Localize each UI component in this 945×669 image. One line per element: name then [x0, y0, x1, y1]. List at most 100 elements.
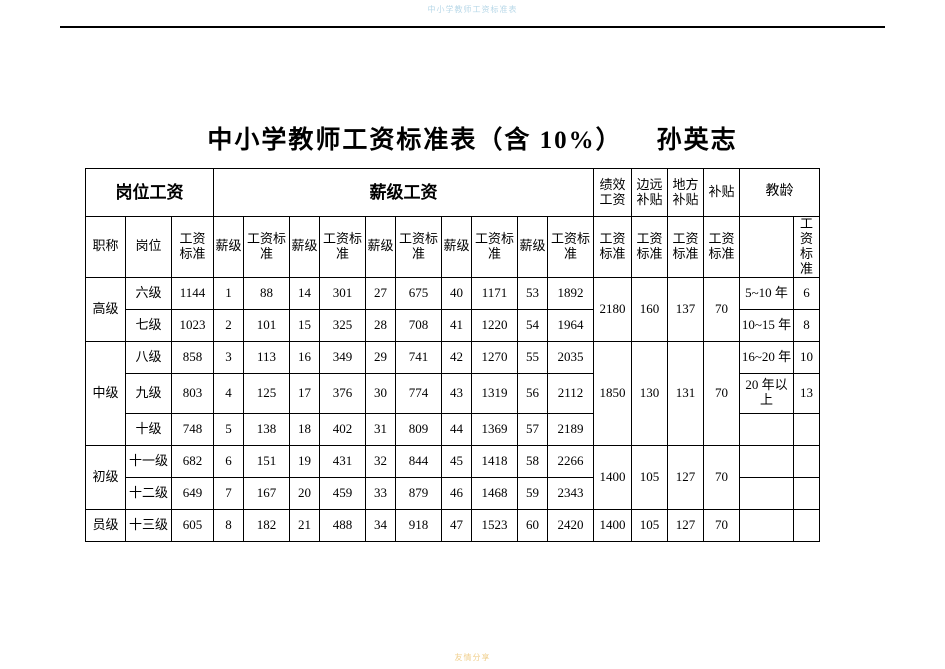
cell: 1468	[472, 477, 518, 509]
table-row: 初级 十一级 682 6 151 19 431 32 844 45 1418 5…	[86, 445, 820, 477]
cell: 55	[518, 341, 548, 373]
cell: 1418	[472, 445, 518, 477]
cell: 125	[244, 373, 290, 413]
cell: 18	[290, 413, 320, 445]
cell: 6	[214, 445, 244, 477]
cell: 2189	[548, 413, 594, 445]
cell: 3	[214, 341, 244, 373]
cell: 113	[244, 341, 290, 373]
cell: 1369	[472, 413, 518, 445]
cell: 31	[366, 413, 396, 445]
cell: 138	[244, 413, 290, 445]
col-gzbz-x2: 工资标准	[320, 217, 366, 278]
difang-gaoji: 137	[668, 277, 704, 341]
salary-table: 岗位工资 薪级工资 绩效 工资 边远 补贴 地方 补贴 补贴 教龄 职称 岗位 …	[85, 168, 820, 542]
cell: 1964	[548, 309, 594, 341]
cell: 29	[366, 341, 396, 373]
jiaoling-label-4: 20 年以 上	[740, 373, 794, 413]
footer-note-faint: 友情分享	[455, 652, 491, 663]
cell: 2343	[548, 477, 594, 509]
jiaoling-empty	[794, 477, 820, 509]
cell: 41	[442, 309, 472, 341]
cell: 774	[396, 373, 442, 413]
cell: 16	[290, 341, 320, 373]
cell: 1892	[548, 277, 594, 309]
cell: 918	[396, 509, 442, 541]
cell: 1319	[472, 373, 518, 413]
cell: 1171	[472, 277, 518, 309]
cell: 4	[214, 373, 244, 413]
cell: 40	[442, 277, 472, 309]
pos-shiyi: 十一级	[126, 445, 172, 477]
cell: 803	[172, 373, 214, 413]
cell: 19	[290, 445, 320, 477]
col-bt-gzbz: 工资 标准	[704, 217, 740, 278]
cell: 7	[214, 477, 244, 509]
cell: 2112	[548, 373, 594, 413]
cell: 402	[320, 413, 366, 445]
jiaoling-val-2: 8	[794, 309, 820, 341]
cell: 167	[244, 477, 290, 509]
butie-yuanji: 70	[704, 509, 740, 541]
jiaoling-empty	[794, 413, 820, 445]
jiaoling-val-4: 13	[794, 373, 820, 413]
cell: 46	[442, 477, 472, 509]
cell: 43	[442, 373, 472, 413]
hdr-xinji-gongzi: 薪级工资	[214, 169, 594, 217]
pos-shi: 十级	[126, 413, 172, 445]
rank-zhongji: 中级	[86, 341, 126, 445]
cell: 708	[396, 309, 442, 341]
pos-jiu: 九级	[126, 373, 172, 413]
pos-qi: 七级	[126, 309, 172, 341]
cell: 34	[366, 509, 396, 541]
cell: 748	[172, 413, 214, 445]
cell: 376	[320, 373, 366, 413]
header-row-groups: 岗位工资 薪级工资 绩效 工资 边远 补贴 地方 补贴 补贴 教龄	[86, 169, 820, 217]
cell: 30	[366, 373, 396, 413]
cell: 1523	[472, 509, 518, 541]
jixiao-yuanji: 1400	[594, 509, 632, 541]
cell: 88	[244, 277, 290, 309]
col-jx-gzbz: 工资 标准	[594, 217, 632, 278]
col-xinji-2: 薪级	[290, 217, 320, 278]
cell: 33	[366, 477, 396, 509]
jiaoling-val-3: 10	[794, 341, 820, 373]
jixiao-gaoji: 2180	[594, 277, 632, 341]
col-zhicheng: 职称	[86, 217, 126, 278]
jiaoling-empty	[794, 445, 820, 477]
cell: 56	[518, 373, 548, 413]
jixiao-zhongji: 1850	[594, 341, 632, 445]
cell: 151	[244, 445, 290, 477]
cell: 809	[396, 413, 442, 445]
hdr-bianyuan: 边远 补贴	[632, 169, 668, 217]
pos-shier: 十二级	[126, 477, 172, 509]
jiaoling-label-1: 5~10 年	[740, 277, 794, 309]
col-gzbz-x4: 工资标准	[472, 217, 518, 278]
bianyuan-yuanji: 105	[632, 509, 668, 541]
butie-chuji: 70	[704, 445, 740, 509]
header-row-cols: 职称 岗位 工资 标准 薪级 工资标准 薪级 工资标准 薪级 工资标准 薪级 工…	[86, 217, 820, 278]
col-xinji-4: 薪级	[442, 217, 472, 278]
col-xinji-5: 薪级	[518, 217, 548, 278]
cell: 8	[214, 509, 244, 541]
hdr-difang: 地方 补贴	[668, 169, 704, 217]
cell: 858	[172, 341, 214, 373]
cell: 2	[214, 309, 244, 341]
cell: 675	[396, 277, 442, 309]
jiaoling-empty	[794, 509, 820, 541]
col-gzbz-1: 工资 标准	[172, 217, 214, 278]
jixiao-chuji: 1400	[594, 445, 632, 509]
cell: 682	[172, 445, 214, 477]
cell: 741	[396, 341, 442, 373]
bianyuan-chuji: 105	[632, 445, 668, 509]
pos-liu: 六级	[126, 277, 172, 309]
salary-table-container: 岗位工资 薪级工资 绩效 工资 边远 补贴 地方 补贴 补贴 教龄 职称 岗位 …	[85, 168, 820, 542]
table-row: 高级 六级 1144 1 88 14 301 27 675 40 1171 53…	[86, 277, 820, 309]
cell: 17	[290, 373, 320, 413]
cell: 57	[518, 413, 548, 445]
col-df-gzbz: 工资 标准	[668, 217, 704, 278]
cell: 1270	[472, 341, 518, 373]
table-row: 中级 八级 858 3 113 16 349 29 741 42 1270 55…	[86, 341, 820, 373]
jiaoling-label-2: 10~15 年	[740, 309, 794, 341]
col-xinji-3: 薪级	[366, 217, 396, 278]
